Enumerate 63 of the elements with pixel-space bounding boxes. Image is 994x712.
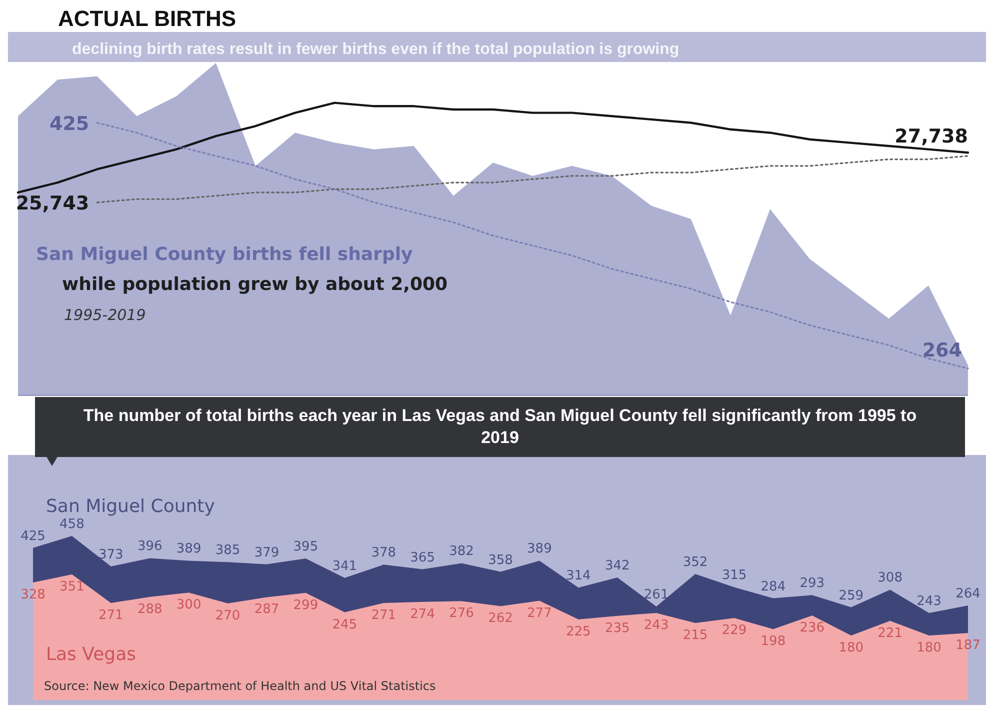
- annotation: 264: [922, 339, 962, 362]
- data-label: 389: [176, 542, 202, 557]
- data-label: 187: [956, 638, 980, 654]
- data-label: 315: [722, 568, 747, 584]
- annotation: 425: [49, 112, 90, 135]
- data-label: 293: [800, 576, 825, 592]
- data-label: 180: [838, 640, 864, 656]
- data-label: 276: [449, 606, 474, 622]
- data-label: 342: [604, 558, 630, 574]
- data-label: 328: [20, 588, 46, 603]
- data-label: 425: [20, 528, 46, 544]
- data-label: 458: [60, 517, 84, 532]
- data-label: 262: [488, 611, 513, 626]
- data-label: 382: [449, 544, 474, 560]
- data-label: 235: [604, 620, 630, 636]
- data-label: 373: [98, 547, 124, 562]
- data-label: 300: [176, 598, 202, 613]
- data-label: 261: [644, 588, 669, 603]
- data-label: 271: [371, 608, 396, 623]
- data-label: 284: [760, 579, 786, 594]
- data-label: 379: [254, 545, 280, 560]
- data-label: 287: [254, 602, 280, 618]
- data-label: 198: [760, 634, 786, 650]
- data-label: 395: [293, 540, 318, 555]
- data-label: 288: [137, 602, 162, 617]
- data-label: 236: [800, 620, 825, 636]
- data-label: 341: [332, 558, 358, 574]
- data-label: 389: [527, 542, 552, 557]
- data-label: 243: [644, 618, 669, 633]
- text: The number of total births each year in Las Vegas and San Miguel County fell significantly from 1995 to 2019: [35, 397, 965, 457]
- data-label: 270: [215, 608, 240, 624]
- data-label: 351: [60, 579, 84, 594]
- data-label: 396: [137, 539, 162, 554]
- data-label: 378: [371, 546, 396, 561]
- annotation: 1995-2019: [64, 306, 146, 324]
- data-label: 385: [215, 543, 240, 558]
- data-label: 221: [878, 626, 902, 641]
- data-label: 259: [838, 588, 864, 604]
- data-label: 271: [98, 608, 124, 623]
- data-label: 358: [488, 552, 513, 568]
- chart-subtitle: declining birth rates result in fewer births even if the total population is growing: [72, 41, 680, 58]
- data-label: 274: [410, 606, 435, 622]
- data-label: 308: [878, 570, 902, 586]
- series-label: Las Vegas: [46, 644, 136, 665]
- data-label: 314: [566, 568, 591, 584]
- annotation: 25,743: [16, 192, 90, 214]
- data-label: 243: [916, 594, 942, 609]
- annotation: 27,738: [894, 126, 968, 148]
- data-label: 352: [682, 554, 708, 570]
- annotation: San Miguel County births fell sharply: [36, 244, 414, 265]
- data-label: 225: [566, 624, 591, 640]
- data-label: 229: [722, 623, 747, 638]
- data-label: 215: [682, 628, 708, 644]
- data-label: 245: [332, 617, 358, 632]
- data-label: 277: [527, 606, 552, 621]
- annotation: while population grew by about 2,000: [62, 274, 448, 295]
- annotation: Source: New Mexico Department of Health and US Vital Statistics: [44, 679, 436, 693]
- data-label: 180: [916, 640, 942, 656]
- chart-title: ACTUAL BIRTHS: [58, 6, 236, 31]
- data-label: 365: [410, 550, 435, 566]
- data-label: 264: [956, 586, 980, 602]
- data-label: 299: [293, 598, 318, 613]
- series-label: San Miguel County: [46, 496, 216, 517]
